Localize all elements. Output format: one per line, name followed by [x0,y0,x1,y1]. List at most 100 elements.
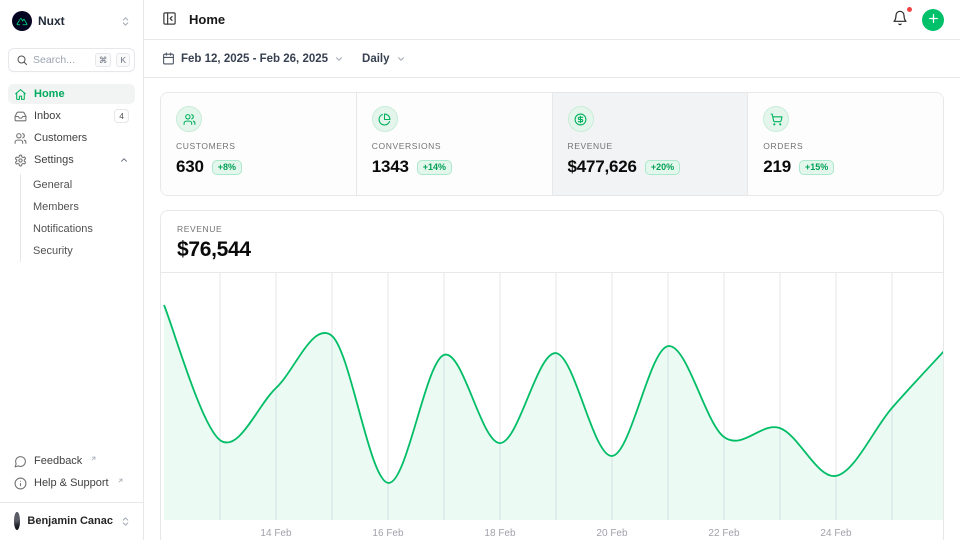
chart-metric-value: $76,544 [177,238,251,261]
svg-text:14 Feb: 14 Feb [260,528,292,539]
stat-value: $477,626 [567,157,638,176]
sidebar-item-settings[interactable]: Settings [8,150,135,170]
panel-left-close-icon [162,11,177,29]
stat-card-revenue[interactable]: REVENUE $477,626 +20% [552,93,749,195]
stat-delta-badge: +8% [211,159,243,175]
period-select[interactable]: Daily [360,49,408,69]
stat-delta-badge: +14% [416,159,453,175]
svg-text:18 Feb: 18 Feb [484,528,516,539]
sidebar-item-home[interactable]: Home [8,84,135,104]
sidebar-item-inbox[interactable]: Inbox 4 [8,106,135,126]
plus-icon [927,12,940,28]
period-value: Daily [362,52,390,65]
chevron-down-icon [334,54,344,64]
chat-bubble-icon [14,455,27,468]
stats-row: CUSTOMERS 630 +8% CONVERSIONS 1343 +14% [160,92,944,196]
bell-icon [892,10,908,29]
stat-label: ORDERS [763,141,804,151]
pie-chart-icon [371,106,398,132]
gear-icon [14,154,27,167]
kbd-cmd: ⌘ [94,52,112,68]
nuxt-logo-icon [12,11,32,31]
sidebar-item-security[interactable]: Security [33,245,73,257]
search-icon [16,54,28,66]
chart-area-fill [164,305,943,520]
page-title: Home [189,12,226,27]
chart-line [163,304,943,484]
inbox-icon [14,110,27,123]
revenue-area-chart[interactable]: 14 Feb 16 Feb 18 Feb 20 Feb 22 Feb 24 Feb [161,273,944,540]
svg-text:16 Feb: 16 Feb [372,528,404,539]
add-button[interactable] [922,8,944,31]
chevrons-up-down-icon [120,16,131,27]
sidebar: Nuxt Search... ⌘ K Home [0,0,144,540]
search-placeholder: Search... [33,54,76,66]
home-icon [14,88,27,101]
chart-header: REVENUE $76,544 [161,211,943,273]
sidebar-item-general[interactable]: General [33,179,73,191]
sidebar-item-label: Settings [34,154,74,166]
sidebar-item-label: Home [34,88,65,100]
sidebar-item-label: Customers [34,132,88,144]
svg-text:20 Feb: 20 Feb [596,528,628,539]
chevron-up-icon [119,155,129,165]
sidebar-item-label: Inbox [34,110,61,122]
feedback-label: Feedback [34,455,83,467]
workspace-name: Nuxt [38,14,65,28]
notification-dot [906,6,913,13]
svg-text:24 Feb: 24 Feb [820,528,852,539]
sidebar-item-notifications[interactable]: Notifications [33,223,93,235]
chart-metric-label: REVENUE [177,224,223,234]
calendar-icon [162,52,175,65]
dashboard-content: CUSTOMERS 630 +8% CONVERSIONS 1343 +14% [144,78,960,540]
chart-gridlines [219,273,893,520]
settings-submenu: General Members Notifications Security [20,174,135,262]
revenue-chart-card: REVENUE $76,544 14 Feb 16 Feb 18 Feb 20 Feb… [160,210,944,540]
users-icon [176,106,202,132]
main-panel: Home Feb 12, [144,0,960,540]
stat-delta-badge: +20% [644,159,681,175]
sidebar-item-members[interactable]: Members [33,201,79,213]
help-support-link[interactable]: Help & Support [8,472,135,494]
stat-value: 219 [763,157,792,176]
page-header: Home [144,0,960,40]
sidebar-footer: Feedback Help & Support Benjamin Canac [0,450,143,540]
dollar-circle-icon [567,106,594,132]
stat-value: 1343 [371,157,409,176]
notifications-button[interactable] [890,6,913,31]
stat-card-orders[interactable]: ORDERS 219 +15% [748,93,943,195]
chart-x-tick-labels: 14 Feb 16 Feb 18 Feb 20 Feb 22 Feb 24 Feb [260,528,852,539]
external-link-icon [117,477,124,484]
stat-card-conversions[interactable]: CONVERSIONS 1343 +14% [356,93,553,195]
stat-label: REVENUE [567,141,613,151]
collapse-sidebar-button[interactable] [160,9,179,31]
user-menu[interactable]: Benjamin Canac [0,502,143,540]
kbd-k: K [116,52,130,68]
svg-text:22 Feb: 22 Feb [708,528,740,539]
stat-label: CONVERSIONS [371,141,442,151]
chevrons-up-down-icon [120,516,131,527]
help-support-label: Help & Support [34,477,109,489]
feedback-link[interactable]: Feedback [8,450,135,472]
workspace-selector[interactable]: Nuxt [8,8,135,34]
inbox-count-badge: 4 [114,108,129,124]
chevron-down-icon [396,54,406,64]
stat-label: CUSTOMERS [176,141,236,151]
stat-card-customers[interactable]: CUSTOMERS 630 +8% [161,93,357,195]
cart-icon [763,106,790,132]
date-range-value: Feb 12, 2025 - Feb 26, 2025 [181,52,329,65]
sidebar-item-customers[interactable]: Customers [8,128,135,148]
avatar [14,512,21,530]
sidebar-nav: Home Inbox 4 Customers Settings [8,84,135,262]
date-range-picker[interactable]: Feb 12, 2025 - Feb 26, 2025 [160,48,346,69]
search-input[interactable]: Search... ⌘ K [8,48,135,72]
stat-value: 630 [176,157,204,176]
user-name: Benjamin Canac [27,515,113,527]
users-icon [14,132,27,145]
info-circle-icon [14,477,27,490]
external-link-icon [90,455,97,462]
chart-plot-area: 14 Feb 16 Feb 18 Feb 20 Feb 22 Feb 24 Feb [161,273,943,540]
stat-delta-badge: +15% [799,159,835,175]
header-actions [890,6,944,31]
